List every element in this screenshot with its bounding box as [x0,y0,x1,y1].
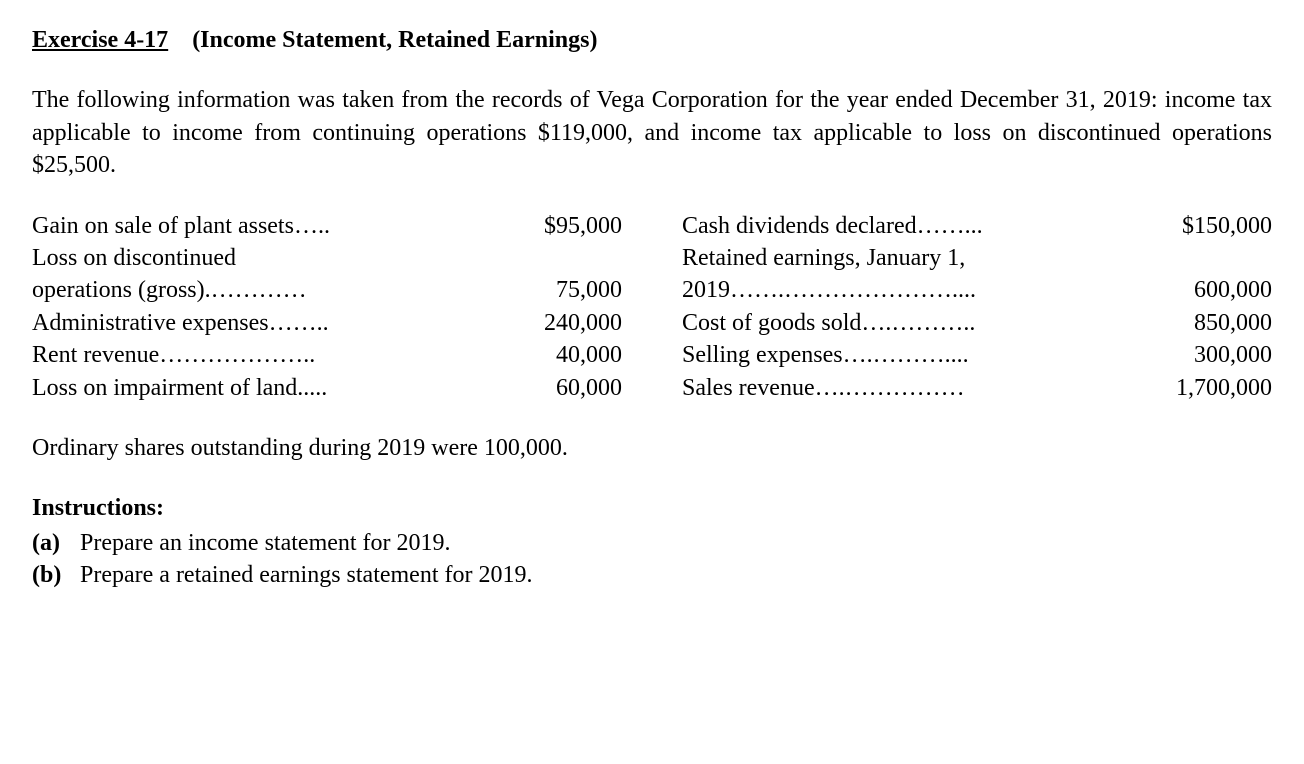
item-label: Rent revenue [32,339,159,371]
item-label: Selling expenses [682,339,843,371]
right-row: Selling expenses….………....300,000 [682,339,1272,371]
left-column: Gain on sale of plant assets…..$95,000Lo… [32,210,622,404]
heading-line: Exercise 4-17 (Income Statement, Retaine… [32,24,1272,56]
left-row: Rent revenue………………..40,000 [32,339,622,371]
right-row: Cash dividends declared……...$150,000 [682,210,1272,242]
item-label: Administrative expenses [32,307,269,339]
instruction-item: (a)Prepare an income statement for 2019. [32,527,1272,559]
item-label: Gain on sale of plant assets [32,210,294,242]
leader-dots: ……………….. [159,339,315,371]
label-wrap: Rent revenue……………….. [32,339,492,371]
leader-dots: ….. [294,210,330,242]
label-wrap: Cash dividends declared……... [682,210,1142,242]
leader-dots: ….…………… [815,372,965,404]
item-label: Retained earnings, January 1, [682,242,965,274]
instructions-list: (a)Prepare an income statement for 2019.… [32,527,1272,592]
instruction-marker: (b) [32,559,80,591]
item-value: 75,000 [492,274,622,306]
left-row: Administrative expenses……..240,000 [32,307,622,339]
leader-dots: ….……….. [861,307,975,339]
leader-dots: ..... [297,372,327,404]
label-wrap: Cost of goods sold….……….. [682,307,1142,339]
instructions-block: Instructions: (a)Prepare an income state… [32,492,1272,591]
item-value: 60,000 [492,372,622,404]
label-wrap: Retained earnings, January 1, [682,242,1142,274]
item-value: 600,000 [1142,274,1272,306]
label-wrap: Gain on sale of plant assets….. [32,210,492,242]
label-wrap: 2019…….………………….... [682,274,1142,306]
data-columns: Gain on sale of plant assets…..$95,000Lo… [32,210,1272,404]
item-value: 300,000 [1142,339,1272,371]
instruction-marker: (a) [32,527,80,559]
left-row: Gain on sale of plant assets…..$95,000 [32,210,622,242]
item-label: Cost of goods sold [682,307,861,339]
item-label: operations (gross) [32,274,205,306]
instructions-heading: Instructions: [32,492,1272,524]
left-row: Loss on discontinued [32,242,622,274]
leader-dots: …….. [269,307,329,339]
item-label: Loss on discontinued [32,242,236,274]
leader-dots: …….………………….... [730,274,976,306]
right-row: Retained earnings, January 1, [682,242,1272,274]
left-row: operations (gross) .…………75,000 [32,274,622,306]
leader-dots: .………… [205,274,307,306]
label-wrap: Loss on discontinued [32,242,492,274]
right-column: Cash dividends declared……...$150,000Reta… [682,210,1272,404]
item-value: 1,700,000 [1142,372,1272,404]
exercise-subject: (Income Statement, Retained Earnings) [192,27,597,53]
item-value: 850,000 [1142,307,1272,339]
item-value: $95,000 [492,210,622,242]
item-label: Loss on impairment of land [32,372,297,404]
instruction-text: Prepare an income statement for 2019. [80,527,451,559]
right-row: Sales revenue….……………1,700,000 [682,372,1272,404]
right-row: Cost of goods sold….………..850,000 [682,307,1272,339]
label-wrap: Selling expenses….……….... [682,339,1142,371]
leader-dots: ……... [917,210,983,242]
left-row: Loss on impairment of land.....60,000 [32,372,622,404]
label-wrap: Sales revenue….…………… [682,372,1142,404]
intro-paragraph: The following information was taken from… [32,84,1272,181]
exercise-number: Exercise 4-17 [32,27,168,53]
label-wrap: Administrative expenses…….. [32,307,492,339]
item-label: Sales revenue [682,372,815,404]
label-wrap: Loss on impairment of land..... [32,372,492,404]
item-value: 240,000 [492,307,622,339]
shares-note: Ordinary shares outstanding during 2019 … [32,432,1272,464]
item-value: 40,000 [492,339,622,371]
label-wrap: operations (gross) .………… [32,274,492,306]
item-label: 2019 [682,274,730,306]
instruction-text: Prepare a retained earnings statement fo… [80,559,532,591]
item-value: $150,000 [1142,210,1272,242]
item-label: Cash dividends declared [682,210,917,242]
instruction-item: (b)Prepare a retained earnings statement… [32,559,1272,591]
right-row: 2019…….…………………....600,000 [682,274,1272,306]
leader-dots: ….……….... [843,339,969,371]
